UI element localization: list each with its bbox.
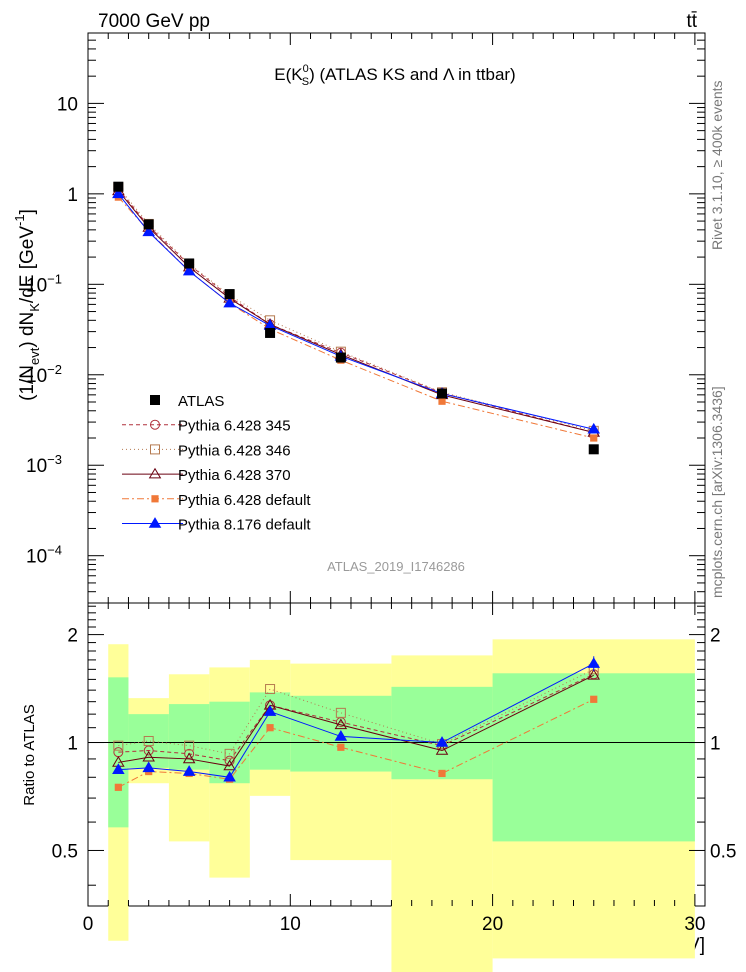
- main-series-point-pythia-8-176-default: [112, 187, 125, 199]
- ratio-band-green: [391, 686, 493, 780]
- x-tick-label: 0: [83, 914, 94, 935]
- ratio-series-point-pythia-6-428-default: [438, 769, 446, 778]
- ratio-series-point-pythia-8-176-default: [182, 765, 196, 776]
- ratio-y-tick-label-right: 1: [710, 734, 721, 755]
- ratio-series-point-pythia-6-428-345: [184, 748, 195, 759]
- ratio-series-point-pythia-6-428-default: [590, 695, 598, 703]
- ratio-y-tick-label: 0.5: [52, 841, 78, 862]
- main-y-tick-label: 10−1: [26, 271, 62, 296]
- atlas-data-point: [335, 352, 346, 363]
- ratio-band-green: [168, 704, 210, 770]
- atlas-data-point: [184, 258, 195, 269]
- atlas-data-point: [143, 219, 154, 230]
- ratio-series-point-pythia-6-428-346: [335, 707, 346, 718]
- ratio-series-point-pythia-6-428-default: [266, 724, 274, 732]
- main-series-point-pythia-8-176-default: [182, 264, 196, 276]
- ratio-y-tick-label: 1: [67, 734, 78, 755]
- legend-marker: [150, 419, 160, 430]
- legend-marker: [148, 517, 162, 528]
- main-series-point-pythia-6-428-default: [438, 397, 446, 405]
- ratio-y-tick-label-right: 2: [710, 626, 721, 647]
- ratio-series-point-pythia-8-176-default: [263, 705, 277, 716]
- legend-marker: [151, 495, 159, 503]
- main-series-line-pythia-6-428-370: [117, 190, 594, 434]
- ratio-series-point-pythia-6-428-345: [143, 745, 154, 756]
- main-series-line-pythia-6-428-default: [117, 196, 594, 439]
- ratio-series-point-pythia-8-176-default: [142, 761, 155, 773]
- main-series-point-pythia-8-176-default: [587, 422, 601, 434]
- ratio-series-point-pythia-6-428-370: [182, 752, 196, 764]
- ratio-series-point-pythia-6-428-370: [587, 668, 601, 680]
- legend-label: Pythia 6.428 370: [178, 467, 291, 484]
- main-series-line-pythia-8-176-default: [117, 193, 594, 430]
- ratio-series-line-pythia-8-176-default: [118, 663, 594, 778]
- atlas-data-point: [265, 327, 276, 338]
- ratio-series-point-pythia-8-176-default: [334, 730, 348, 741]
- ratio-series-line-pythia-6-428-370: [118, 674, 594, 767]
- legend-label: ATLAS: [178, 393, 224, 410]
- ratio-series-point-pythia-6-428-346: [143, 735, 154, 746]
- legend-label: Pythia 6.428 default: [178, 492, 311, 509]
- main-y-tick-label: 10−4: [26, 543, 62, 568]
- header-collision-label: 7000 GeV pp: [98, 11, 210, 32]
- ratio-series-point-pythia-6-428-370: [435, 744, 449, 755]
- ratio-y-tick-label: 2: [67, 626, 78, 647]
- header-process-label: tt̄: [686, 11, 697, 32]
- legend-label: Pythia 6.428 345: [178, 418, 291, 435]
- ratio-series-point-pythia-6-428-346: [224, 748, 235, 759]
- main-title: E(K0 S) (ATLAS KS and Λ in ttbar): [274, 63, 515, 88]
- legend-marker: [148, 467, 162, 479]
- ratio-y-tick-label-right: 0.5: [710, 841, 736, 862]
- ratio-series-point-pythia-6-428-346: [184, 740, 195, 751]
- chart-marks: 0 10 20 30 10 1 10−1 10−2 10−3 10−4 0.5 0.5 1 1 2 2 ATLA…: [26, 32, 736, 972]
- mcplots-label: mcplots.cern.ch [arXiv:1306.3436]: [709, 386, 725, 598]
- ratio-y-axis-label: Ratio to ATLAS: [21, 704, 38, 805]
- legend-marker-atlas: [150, 395, 160, 405]
- ratio-series-line-pythia-6-428-default: [118, 698, 594, 788]
- main-y-axis-label: (1/Nevt) dNK/dE [GeV-1]: [12, 209, 42, 401]
- atlas-data-point: [113, 181, 124, 192]
- x-tick-label: 10: [280, 914, 301, 935]
- ratio-series-point-pythia-6-428-370: [142, 750, 155, 762]
- x-tick-label: 20: [482, 914, 503, 935]
- main-y-tick-label: 1: [67, 185, 78, 206]
- analysis-label: ATLAS_2019_I1746286: [327, 559, 465, 574]
- main-y-tick-label: 10−2: [26, 362, 62, 387]
- main-series-point-pythia-8-176-default: [223, 296, 236, 308]
- main-panel: E(K0 S) (ATLAS KS and Λ in ttbar) (1/Nevt…: [12, 32, 706, 604]
- main-series-point-pythia-8-176-default: [142, 225, 155, 237]
- ratio-series-point-pythia-6-428-346: [113, 740, 124, 751]
- ratio-series-point-pythia-8-176-default: [223, 770, 236, 782]
- main-y-tick-label: 10−3: [26, 452, 62, 477]
- ratio-series-line-pythia-6-428-346: [118, 668, 594, 755]
- ratio-series-point-pythia-6-428-346: [265, 684, 276, 695]
- ratio-series-point-pythia-6-428-default: [337, 743, 345, 751]
- legend-label: Pythia 8.176 default: [178, 517, 311, 534]
- ratio-series-point-pythia-8-176-default: [435, 736, 449, 747]
- ratio-series-point-pythia-6-428-default: [114, 783, 122, 791]
- main-series-point-pythia-6-428-default: [590, 434, 598, 442]
- ratio-series-point-pythia-6-428-370: [334, 718, 348, 730]
- ratio-series-point-pythia-8-176-default: [112, 763, 125, 774]
- legend-label: Pythia 6.428 346: [178, 442, 291, 459]
- atlas-data-point: [588, 444, 599, 455]
- atlas-data-point: [437, 388, 448, 399]
- rivet-version-label: Rivet 3.1.10, ≥ 400k events: [709, 80, 725, 250]
- atlas-data-point: [224, 289, 235, 300]
- ratio-band-green: [128, 714, 169, 768]
- legend-marker: [150, 444, 160, 455]
- main-y-tick-label: 10: [57, 94, 78, 115]
- x-tick-label: 30: [684, 914, 705, 935]
- ratio-series-point-pythia-6-428-370: [223, 759, 236, 771]
- ratio-band-green: [108, 677, 129, 828]
- main-series-line-pythia-6-428-345: [117, 188, 594, 433]
